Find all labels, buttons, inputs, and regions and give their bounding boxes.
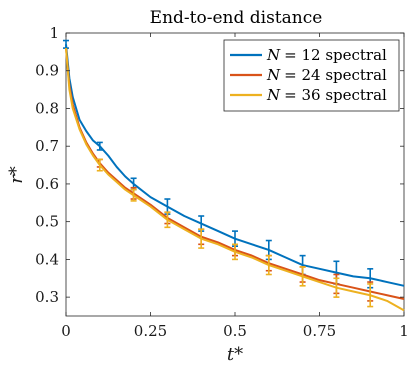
legend-label: N = 12 spectral	[266, 46, 387, 64]
error-bar	[299, 266, 306, 287]
y-tick-labels: 0.3 0.4 0.5 0.6 0.7 0.8 0.9 1	[35, 24, 59, 306]
chart-title: End-to-end distance	[150, 8, 323, 28]
error-bar	[232, 243, 238, 261]
series-line	[65, 44, 405, 287]
x-axis-label: t*	[227, 344, 243, 365]
series-3	[65, 48, 405, 312]
y-tick-label: 0.6	[35, 175, 59, 193]
x-tick-labels: 0 0.25 0.5 0.75 1	[61, 322, 409, 340]
legend-item: N = 36 spectral	[230, 86, 387, 104]
error-bar	[198, 228, 205, 249]
x-tick-label: 0.25	[134, 322, 167, 340]
y-tick-label: 0.9	[35, 62, 59, 80]
error-bar	[96, 141, 103, 151]
y-tick-label: 1	[49, 24, 59, 42]
legend-label: N = 36 spectral	[266, 86, 387, 104]
ticks-layer	[65, 32, 405, 316]
legend-item: N = 12 spectral	[230, 46, 387, 64]
x-tick-label: 0	[61, 322, 71, 340]
legend: N = 12 spectral N = 24 spectral N = 36 spectr…	[223, 39, 400, 112]
y-tick-label: 0.4	[35, 250, 59, 268]
x-tick-label: 1	[399, 322, 409, 340]
legend-label: N = 24 spectral	[266, 66, 387, 84]
y-tick-label: 0.8	[35, 99, 59, 117]
series-line	[65, 48, 405, 312]
error-bar	[367, 283, 374, 308]
x-tick-label: 0.75	[303, 322, 336, 340]
series-layer	[63, 39, 405, 312]
legend-item: N = 24 spectral	[230, 66, 387, 84]
y-tick-label: 0.7	[35, 137, 59, 155]
y-axis-label: r*	[6, 166, 27, 184]
y-tick-label: 0.5	[35, 213, 59, 231]
error-bar	[164, 211, 171, 229]
y-tick-label: 0.3	[35, 288, 59, 306]
error-bar	[130, 188, 137, 202]
error-bar	[96, 158, 103, 172]
error-bar	[265, 254, 272, 276]
error-bar	[333, 277, 340, 298]
x-tick-label: 0.5	[223, 322, 247, 340]
